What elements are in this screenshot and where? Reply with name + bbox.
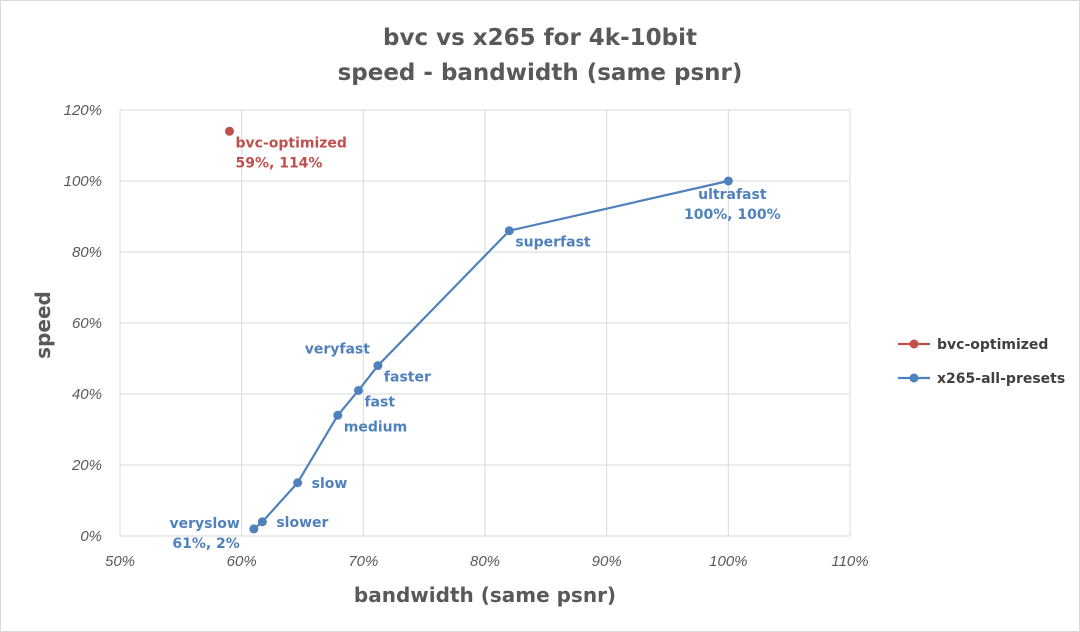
x-tick-label: 50% xyxy=(105,553,135,570)
legend-label: bvc-optimized xyxy=(937,337,1048,353)
gridlines xyxy=(119,109,851,537)
y-tick-label: 120% xyxy=(64,102,102,119)
data-label: slow xyxy=(312,476,348,492)
chart-title-line-2: speed - bandwidth (same psnr) xyxy=(338,60,743,86)
data-label: veryfast xyxy=(305,342,371,358)
data-label: superfast xyxy=(515,235,591,251)
data-label: veryslow xyxy=(169,516,239,532)
legend-marker xyxy=(909,373,919,383)
data-point-x265-all-presets xyxy=(293,478,303,488)
y-tick-label: 60% xyxy=(72,315,102,332)
data-point-bvc-optimized xyxy=(225,126,234,136)
chart-title: bvc vs x265 for 4k-10bit speed - bandwid… xyxy=(338,25,743,86)
data-label: 59%, 114% xyxy=(236,155,323,171)
data-label: medium xyxy=(344,419,407,435)
data-point-x265-all-presets xyxy=(504,226,514,236)
y-tick-label: 0% xyxy=(80,528,102,545)
data-point-x265-all-presets xyxy=(353,385,363,395)
data-point-x265-all-presets xyxy=(333,410,343,420)
x-tick-label: 100% xyxy=(709,553,747,570)
x-axis-title: bandwidth (same psnr) xyxy=(354,583,616,607)
y-tick-label: 80% xyxy=(72,244,102,261)
x-tick-label: 110% xyxy=(831,553,868,570)
x-tick-label: 90% xyxy=(592,553,622,570)
legend-marker xyxy=(909,339,919,349)
y-tick-label: 20% xyxy=(71,457,102,474)
data-point-x265-all-presets xyxy=(373,361,383,371)
series-points xyxy=(225,126,733,534)
data-label: slower xyxy=(276,515,328,531)
y-axis-title: speed xyxy=(31,291,55,359)
chart-title-line-1: bvc vs x265 for 4k-10bit xyxy=(383,25,697,51)
x-tick-label: 80% xyxy=(470,553,500,570)
legend-label: x265-all-presets xyxy=(937,371,1065,387)
tick-labels: 50% 60% 70% 80% 90% 100% 110% 0% 20% 40% 60% 80% 100… xyxy=(64,102,869,570)
data-label: 100%, 100% xyxy=(684,207,781,223)
x-tick-label: 60% xyxy=(227,553,257,570)
y-tick-label: 40% xyxy=(72,386,102,403)
legend: bvc-optimized x265-all-presets xyxy=(898,337,1065,387)
data-point-x265-all-presets xyxy=(723,176,733,186)
data-point-x265-all-presets xyxy=(249,524,259,534)
series-line-x265-all-presets xyxy=(253,179,729,530)
data-point-x265-all-presets xyxy=(257,517,267,527)
data-label: ultrafast xyxy=(698,187,767,203)
data-label: bvc-optimized xyxy=(236,135,347,151)
x-tick-label: 70% xyxy=(348,553,378,570)
series-lines xyxy=(253,179,729,530)
point-labels: bvc-optimized 59%, 114% veryslow 61%, 2% slo… xyxy=(169,135,780,552)
data-label: faster xyxy=(384,370,431,386)
data-label: fast xyxy=(364,394,395,410)
y-tick-label: 100% xyxy=(64,173,102,190)
data-label: 61%, 2% xyxy=(172,536,239,552)
